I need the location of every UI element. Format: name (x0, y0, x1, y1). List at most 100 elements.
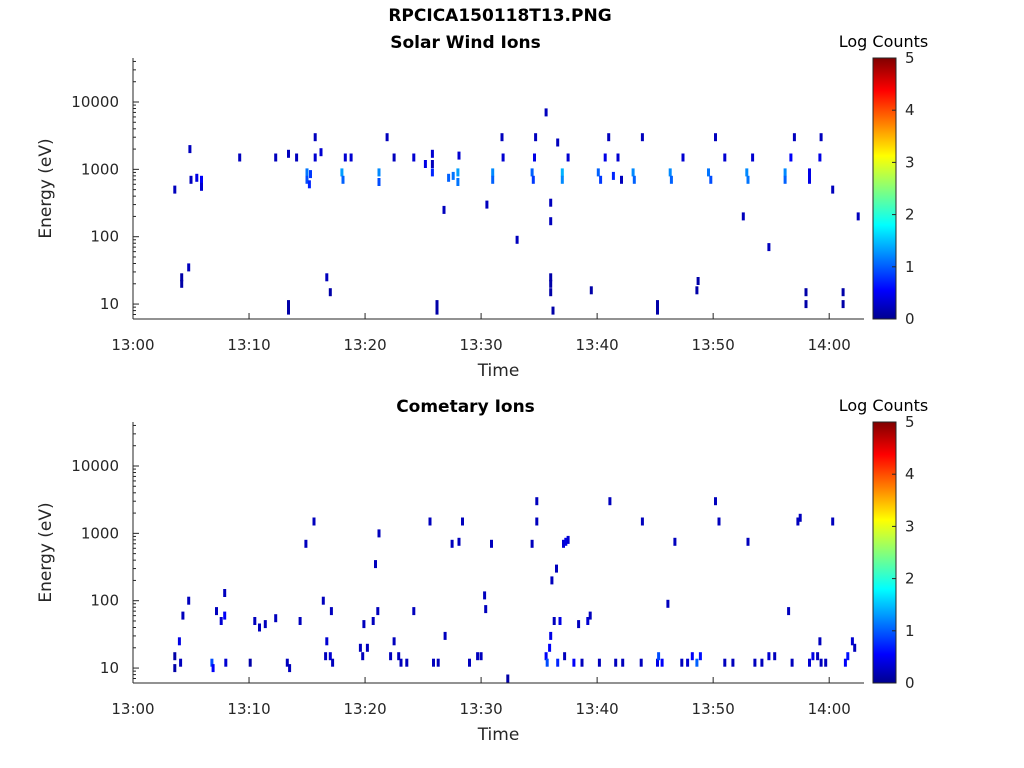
heatmap-cell (831, 517, 835, 526)
heatmap-cell (560, 168, 564, 177)
heatmap-cell (562, 539, 565, 548)
colorbar-tick-label: 1 (905, 258, 915, 276)
heatmap-cell (349, 153, 353, 162)
heatmap-cell (669, 175, 673, 184)
heatmap-cell (798, 513, 802, 522)
heatmap-cell (556, 138, 560, 147)
colorbar-tick-label: 5 (905, 413, 915, 431)
heatmap-cell (534, 133, 538, 142)
heatmap-cell (263, 620, 267, 629)
x-tick-label: 13:30 (459, 700, 502, 718)
heatmap-cell (321, 596, 325, 605)
heatmap-cell (816, 652, 820, 661)
heatmap-cell (819, 133, 823, 142)
heatmap-cell (621, 658, 625, 667)
heatmap-cell (696, 277, 700, 285)
heatmap-cell (377, 529, 381, 538)
y-tick-label: 100 (90, 592, 119, 610)
heatmap-cell (811, 652, 815, 661)
heatmap-cell (374, 560, 377, 569)
heatmap-cell (343, 153, 347, 162)
heatmap-cell (714, 133, 717, 142)
heatmap-cell (804, 288, 808, 297)
heatmap-cell (305, 175, 309, 184)
heatmap-cell (362, 620, 366, 629)
heatmap-cell (818, 153, 822, 162)
heatmap-cell (490, 539, 493, 548)
heatmap-cell (856, 212, 860, 221)
x-tick-label: 13:00 (111, 336, 154, 354)
heatmap-cell (597, 658, 601, 667)
heatmap-cell (548, 643, 552, 652)
heatmap-cell (745, 168, 749, 177)
plot-area (133, 422, 864, 683)
heatmap-cell (632, 175, 636, 184)
heatmap-cell (611, 171, 615, 180)
chart-title: Cometary Ions (396, 397, 535, 417)
colorbar-tick-label: 4 (905, 465, 915, 483)
heatmap-cell (324, 652, 328, 661)
heatmap-cell (564, 537, 568, 546)
x-tick-label: 13:10 (227, 336, 270, 354)
heatmap-cell (500, 133, 504, 142)
heatmap-cell (189, 175, 193, 184)
heatmap-cell (549, 631, 553, 640)
heatmap-cell (531, 175, 535, 184)
x-tick-label: 13:20 (343, 336, 386, 354)
heatmap-cell (746, 175, 750, 184)
heatmap-cell (457, 151, 461, 160)
heatmap-cell (614, 658, 618, 667)
heatmap-cell (180, 273, 184, 282)
figure-title: RPCICA150118T13.PNG (388, 6, 612, 26)
heatmap-cell (783, 168, 787, 177)
heatmap-cell (550, 576, 554, 585)
heatmap-cell (746, 537, 750, 546)
heatmap-cell (173, 185, 177, 194)
heatmap-cell (173, 652, 177, 661)
heatmap-cell (341, 175, 345, 184)
heatmap-cell (428, 517, 432, 526)
heatmap-cell (767, 652, 771, 661)
heatmap-cell (657, 652, 661, 661)
heatmap-cell (843, 658, 847, 667)
heatmap-cell (435, 300, 439, 309)
colorbar-tick-label: 2 (905, 206, 915, 224)
colorbar-label: Log Counts (839, 32, 929, 51)
heatmap-cell (224, 658, 228, 667)
x-tick-label: 14:00 (808, 336, 851, 354)
heatmap-cell (668, 168, 672, 177)
heatmap-cell (731, 658, 735, 667)
heatmap-cell (767, 243, 771, 252)
heatmap-cell (566, 535, 570, 544)
heatmap-cell (188, 145, 192, 154)
heatmap-cell (371, 617, 375, 625)
heatmap-cell (385, 133, 389, 142)
heatmap-cell (741, 212, 745, 221)
heatmap-cell (796, 517, 800, 526)
chart-title: Solar Wind Ions (390, 33, 541, 53)
heatmap-cell (558, 617, 562, 625)
heatmap-cell (596, 168, 600, 177)
heatmap-cell (457, 537, 461, 546)
heatmap-cell (485, 200, 489, 209)
heatmap-cell (365, 643, 369, 652)
x-tick-label: 13:40 (576, 700, 619, 718)
heatmap-cell (616, 153, 620, 162)
heatmap-cell (491, 168, 495, 177)
heatmap-cell (181, 611, 185, 620)
heatmap-cell (552, 617, 556, 625)
heatmap-cells (173, 108, 860, 315)
x-tick-label: 13:50 (692, 336, 735, 354)
heatmap-cell (695, 658, 699, 667)
heatmap-cell (179, 658, 183, 667)
heatmap-cell (253, 617, 257, 625)
heatmap-cell (304, 539, 308, 548)
heatmap-cell (468, 658, 471, 667)
colorbar-tick-label: 1 (905, 622, 915, 640)
heatmap-cell (660, 658, 664, 667)
heatmap-cell (435, 306, 439, 315)
heatmap-cell (328, 288, 332, 297)
heatmap-cell (180, 279, 184, 288)
heatmap-cell (824, 658, 828, 667)
